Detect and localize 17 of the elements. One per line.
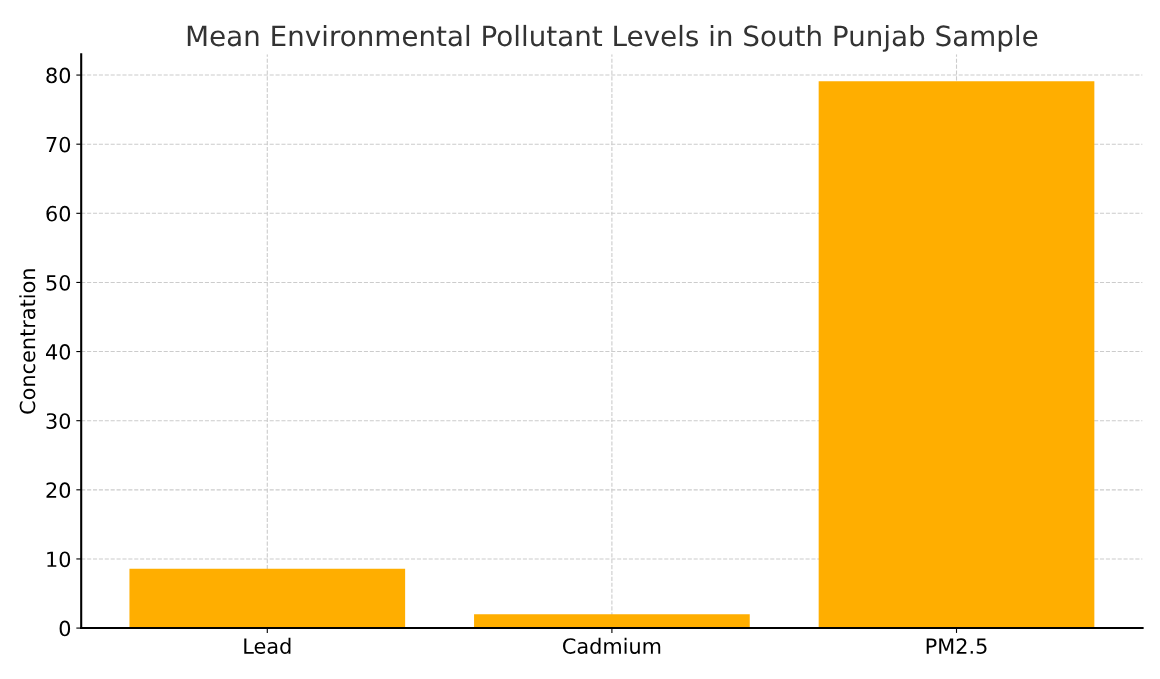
x-tick-label: Cadmium bbox=[563, 637, 661, 654]
bar bbox=[818, 81, 1095, 629]
chart-title: Mean Environmental Pollutant Levels in South Punjab Sample bbox=[187, 24, 1038, 52]
y-tick-label: 0 bbox=[59, 620, 71, 637]
y-tick-label: 70 bbox=[46, 136, 71, 153]
y-tick-label: 80 bbox=[46, 67, 71, 84]
y-tick-label: 10 bbox=[47, 551, 71, 568]
y-tick-label: 40 bbox=[45, 344, 71, 360]
bar bbox=[474, 614, 750, 629]
y-tick-label: 50 bbox=[46, 274, 71, 291]
y-axis-title: Concentration bbox=[19, 269, 36, 414]
y-tick-label: 60 bbox=[46, 205, 71, 222]
y-tick-label: 30 bbox=[46, 413, 71, 429]
y-tick-label: 20 bbox=[46, 482, 71, 499]
x-tick-label: Lead bbox=[244, 637, 291, 654]
x-tick-label: PM2.5 bbox=[926, 638, 987, 654]
bar bbox=[129, 568, 406, 629]
